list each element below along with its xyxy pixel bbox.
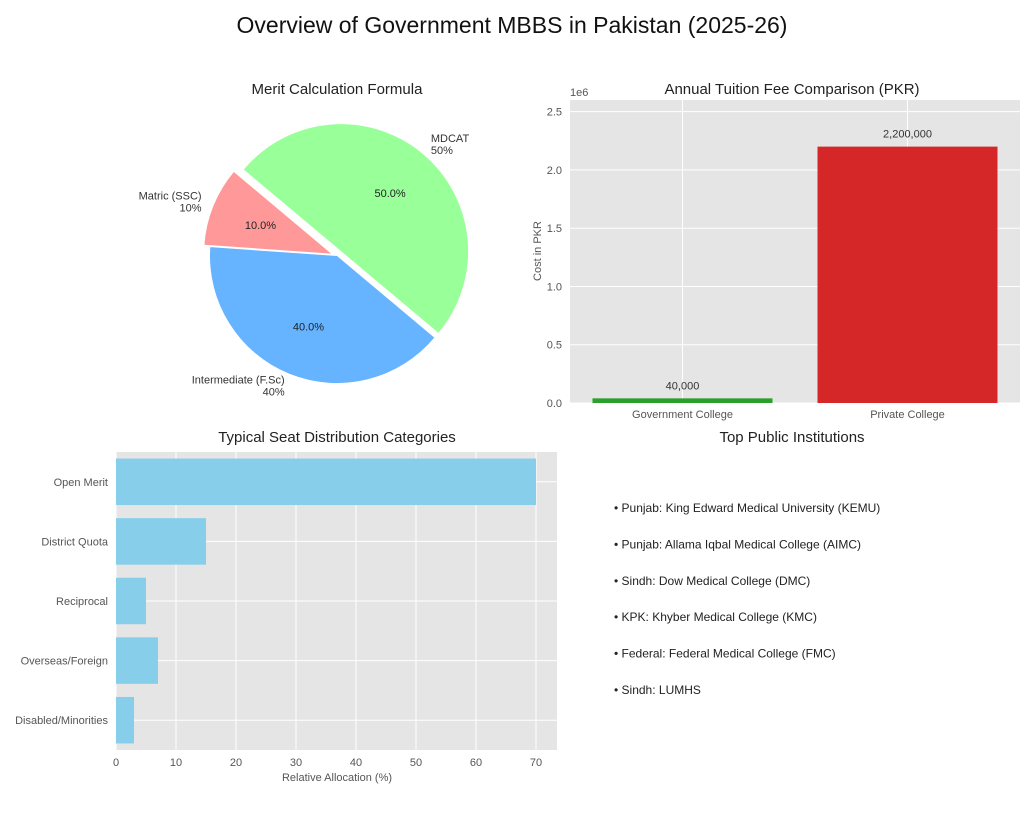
x-tick-label: 20 — [230, 757, 242, 769]
bar — [116, 696, 134, 744]
institution-item: • Sindh: LUMHS — [614, 683, 701, 697]
y-tick-label: Open Merit — [54, 477, 108, 489]
y-tick-label: 1.5 — [547, 223, 562, 235]
x-tick-label: 50 — [410, 757, 422, 769]
bar — [817, 146, 998, 403]
y-tick-label: Disabled/Minorities — [15, 715, 108, 727]
pie-label-percent: 40% — [263, 387, 285, 399]
x-tick-label: 30 — [290, 757, 302, 769]
institution-item: • KPK: Khyber Medical College (KMC) — [614, 610, 817, 624]
y-tick-label: 0.0 — [547, 398, 562, 410]
x-tick-label: Private College — [870, 409, 945, 421]
y-tick-label: 1.0 — [547, 281, 562, 293]
bar-data-label: 40,000 — [666, 380, 700, 392]
pie-chart: Merit Calculation Formula 10.0% Matric (S… — [139, 81, 470, 399]
bar — [116, 637, 158, 684]
y-tick-label: 2.0 — [547, 165, 562, 177]
x-axis-label: Relative Allocation (%) — [282, 772, 392, 784]
offset-label: 1e6 — [570, 87, 588, 99]
seat-bar-chart: Typical Seat Distribution Categories Rel… — [15, 429, 557, 784]
pie-slice — [210, 247, 435, 384]
figure-title: Overview of Government MBBS in Pakistan … — [237, 12, 788, 38]
pie-label-percent: 50% — [431, 145, 453, 157]
pie-label-percent: 10% — [180, 202, 202, 214]
tuition-bar-chart: Annual Tuition Fee Comparison (PKR) 1e6 … — [532, 81, 1020, 421]
institution-item: • Punjab: Allama Iqbal Medical College (… — [614, 537, 861, 551]
bar — [116, 458, 536, 506]
y-tick-label: Reciprocal — [56, 596, 108, 608]
x-tick-label: 10 — [170, 757, 182, 769]
pie-pct-label: 40.0% — [293, 322, 324, 334]
x-tick-label: 70 — [530, 757, 542, 769]
y-tick-label: 2.5 — [547, 107, 562, 119]
x-tick-label: 0 — [113, 757, 119, 769]
pie-label: Intermediate (F.Sc) — [192, 375, 285, 387]
y-tick-label: Overseas/Foreign — [21, 656, 108, 668]
bar — [116, 518, 206, 565]
y-tick-label: 0.5 — [547, 340, 562, 352]
x-tick-label: 40 — [350, 757, 362, 769]
pie-label: MDCAT — [431, 133, 470, 145]
institution-item: • Sindh: Dow Medical College (DMC) — [614, 574, 810, 588]
pie-title: Merit Calculation Formula — [252, 81, 424, 98]
tuition-title: Annual Tuition Fee Comparison (PKR) — [664, 81, 919, 98]
pie-pct-label: 50.0% — [374, 188, 405, 200]
bar — [116, 577, 146, 625]
bar — [592, 398, 773, 403]
x-tick-label: 60 — [470, 757, 482, 769]
institution-item: • Punjab: King Edward Medical University… — [614, 501, 880, 515]
y-tick-label: District Quota — [41, 536, 109, 548]
bar-data-label: 2,200,000 — [883, 129, 932, 141]
pie-slice — [204, 171, 332, 254]
seat-title: Typical Seat Distribution Categories — [218, 429, 456, 446]
institution-item: • Federal: Federal Medical College (FMC) — [614, 647, 836, 661]
institutions-panel: Top Public Institutions • Punjab: King E… — [614, 429, 880, 697]
pie-label: Matric (SSC) — [139, 190, 202, 202]
x-tick-label: Government College — [632, 409, 733, 421]
pie-pct-label: 10.0% — [245, 220, 276, 232]
pie-slice — [243, 124, 469, 333]
y-axis-label: Cost in PKR — [532, 221, 544, 281]
institutions-title: Top Public Institutions — [719, 429, 864, 446]
